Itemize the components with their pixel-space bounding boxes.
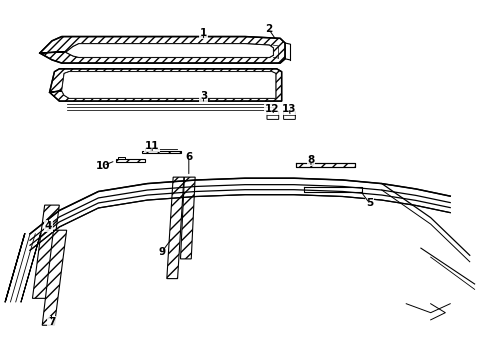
Polygon shape	[180, 177, 195, 259]
Polygon shape	[62, 72, 276, 98]
Polygon shape	[116, 159, 145, 162]
Polygon shape	[40, 37, 285, 63]
Text: 7: 7	[48, 317, 55, 327]
Polygon shape	[49, 69, 282, 101]
Polygon shape	[30, 178, 450, 250]
Text: 5: 5	[366, 198, 373, 208]
Text: 3: 3	[200, 91, 207, 102]
Polygon shape	[296, 163, 355, 167]
Polygon shape	[167, 177, 184, 279]
Text: 13: 13	[282, 104, 296, 114]
Text: 9: 9	[158, 247, 166, 257]
Text: 8: 8	[307, 155, 315, 165]
Text: 2: 2	[265, 24, 272, 34]
Text: 10: 10	[96, 161, 111, 171]
Text: 6: 6	[185, 152, 193, 162]
Polygon shape	[42, 230, 67, 325]
FancyBboxPatch shape	[267, 112, 279, 120]
Polygon shape	[5, 234, 41, 302]
FancyBboxPatch shape	[284, 112, 295, 120]
Text: 1: 1	[200, 28, 207, 38]
Text: 12: 12	[265, 104, 279, 114]
Polygon shape	[143, 150, 181, 153]
Polygon shape	[304, 187, 362, 192]
Text: 11: 11	[145, 141, 159, 151]
Polygon shape	[67, 44, 273, 57]
Text: 4: 4	[45, 221, 52, 231]
Polygon shape	[32, 205, 59, 298]
